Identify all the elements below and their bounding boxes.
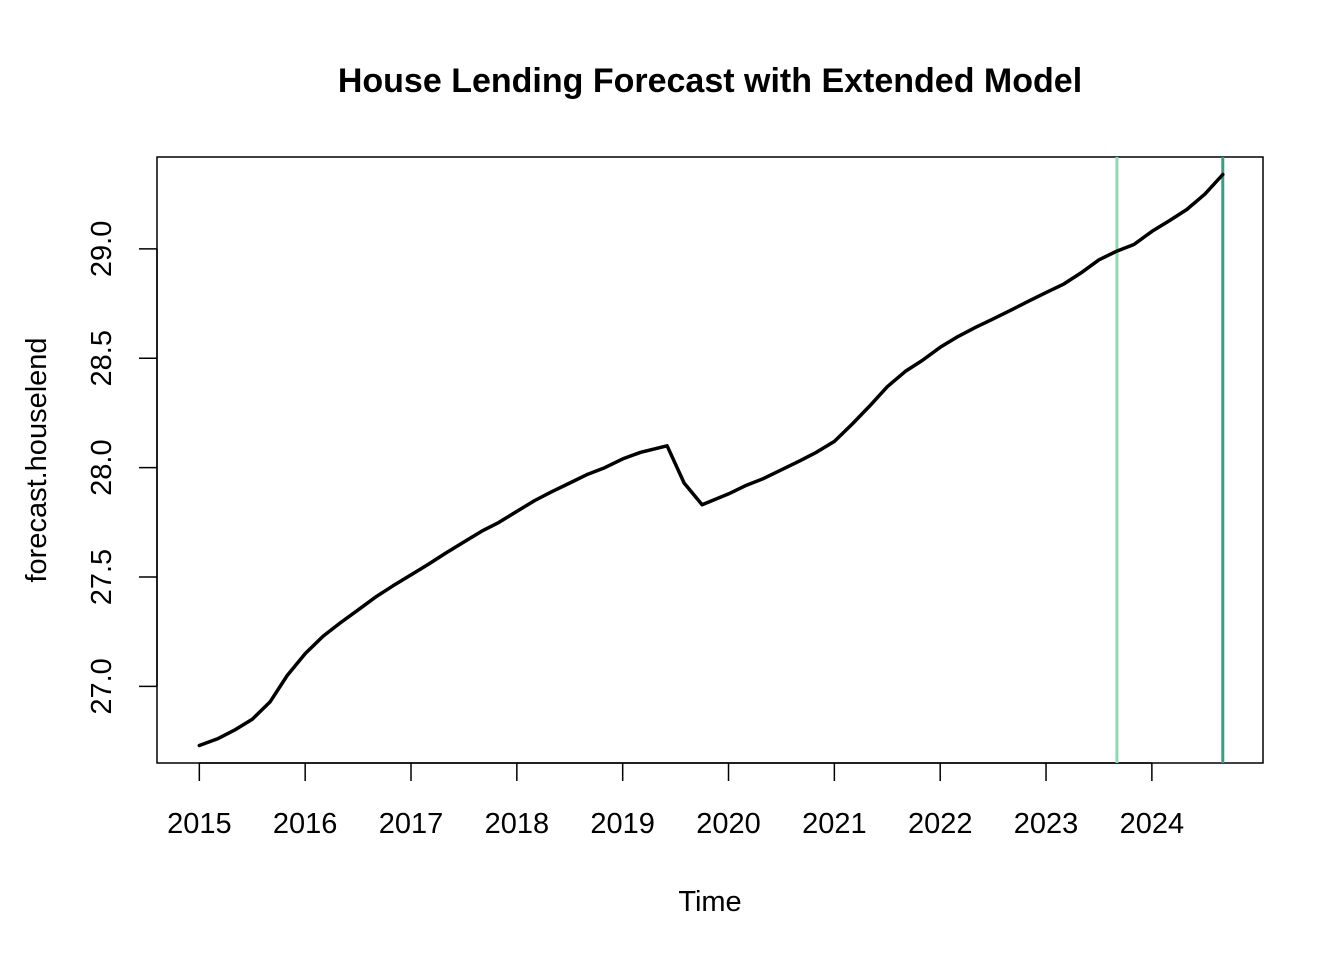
y-axis-title: forecast.houselend: [21, 337, 53, 582]
x-tick-label: 2021: [802, 808, 867, 840]
chart-title: House Lending Forecast with Extended Mod…: [338, 62, 1082, 100]
x-tick-label: 2022: [908, 808, 973, 840]
x-tick-label: 2015: [167, 808, 232, 840]
x-tick-label: 2024: [1120, 808, 1185, 840]
series-line: [197, 172, 1225, 748]
y-tick-label: 28.5: [86, 330, 118, 386]
series-group: [197, 172, 1225, 748]
y-tick-label: 27.5: [86, 549, 118, 605]
y-tick-label: 27.0: [86, 658, 118, 714]
y-tick-label: 28.0: [86, 439, 118, 495]
forecast-markers: [1115, 157, 1225, 763]
y-axis: 27.0 27.5 28.0 28.5 29.0: [86, 221, 158, 715]
x-tick-label: 2019: [590, 808, 655, 840]
x-tick-label: 2018: [485, 808, 550, 840]
x-axis: 2015 2016 2017 2018 2019 2020 2021 2022 2023 2024: [167, 762, 1185, 840]
plot-frame: [156, 156, 1264, 764]
x-axis-title: Time: [678, 886, 741, 918]
x-tick-label: 2023: [1014, 808, 1079, 840]
x-tick-label: 2017: [379, 808, 444, 840]
x-tick-label: 2016: [273, 808, 338, 840]
y-tick-label: 29.0: [86, 221, 118, 277]
x-tick-label: 2020: [696, 808, 761, 840]
